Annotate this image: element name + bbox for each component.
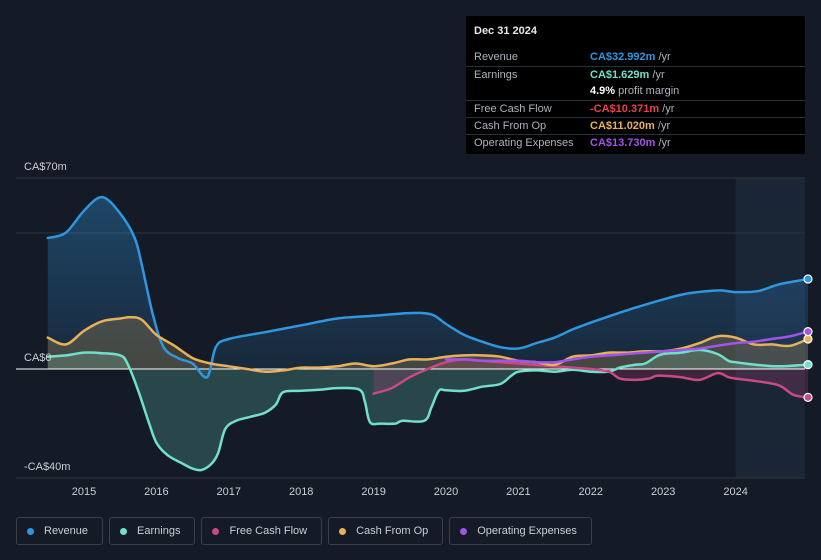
legend-dot-icon (339, 527, 347, 535)
y-axis-bottom-label: -CA$40m (24, 461, 70, 473)
series-lines (46, 195, 810, 472)
line-earnings (46, 348, 810, 472)
y-axis-top-label: CA$70m (24, 161, 67, 173)
y-axis-zero-label: CA$0 (24, 352, 52, 364)
legend-label: Cash From Op (356, 525, 429, 537)
tooltip-row-revenue: Revenue CA$32.992m /yr (466, 49, 805, 66)
x-tick-label: 2017 (217, 486, 241, 498)
legend: Revenue Earnings Free Cash Flow Cash Fro… (16, 517, 592, 545)
tooltip-label: Cash From Op (474, 120, 547, 132)
tooltip-value: CA$11.020m /yr (590, 120, 671, 132)
tooltip-row-free-cash-flow: Free Cash Flow -CA$10.371m /yr (466, 100, 805, 118)
tooltip-row-cash-from-op: Cash From Op CA$11.020m /yr (466, 117, 805, 135)
end-marker-earnings (803, 360, 813, 370)
line-revenue (46, 195, 810, 379)
tooltip: Dec 31 2024 Revenue CA$32.992m /yr Earni… (466, 16, 805, 154)
tooltip-label: Free Cash Flow (474, 103, 552, 115)
tooltip-row-operating-expenses: Operating Expenses CA$13.730m /yr (466, 134, 805, 152)
x-tick-label: 2023 (651, 486, 675, 498)
legend-dot-icon (460, 527, 468, 535)
tooltip-value: CA$13.730m /yr (590, 137, 671, 149)
tooltip-label: Operating Expenses (474, 137, 574, 149)
tooltip-value: -CA$10.371m /yr (590, 103, 675, 115)
tooltip-value: 4.9% profit margin (590, 85, 680, 97)
area-cash-from-op (47, 317, 809, 372)
legend-item-cash-from-op[interactable]: Cash From Op (328, 517, 444, 545)
legend-label: Free Cash Flow (229, 525, 308, 537)
line-operating-expenses (444, 330, 810, 364)
x-axis-ticks: 2015 2016 2017 2018 2019 2020 2021 2022 2023 2024 (72, 486, 748, 498)
legend-label: Earnings (137, 525, 181, 537)
legend-label: Operating Expenses (477, 525, 577, 537)
x-tick-label: 2024 (723, 486, 747, 498)
tooltip-row-earnings: Earnings CA$1.629m /yr (466, 66, 805, 84)
legend-item-free-cash-flow[interactable]: Free Cash Flow (201, 517, 323, 545)
legend-item-earnings[interactable]: Earnings (109, 517, 196, 545)
tooltip-label: Revenue (474, 51, 519, 63)
series-end-markers (803, 274, 813, 402)
x-tick-label: 2020 (434, 486, 458, 498)
tooltip-row-profit-margin: 4.9% profit margin (466, 83, 805, 100)
legend-item-revenue[interactable]: Revenue (16, 517, 104, 545)
end-marker-operating-expenses (803, 327, 813, 337)
x-tick-label: 2021 (506, 486, 530, 498)
legend-dot-icon (27, 527, 34, 535)
legend-dot-icon (120, 527, 128, 535)
series-areas (47, 197, 809, 471)
area-revenue (47, 197, 809, 378)
legend-item-operating-expenses[interactable]: Operating Expenses (449, 517, 592, 545)
end-marker-free-cash-flow (803, 392, 813, 402)
end-marker-revenue (803, 274, 813, 284)
x-tick-label: 2022 (579, 486, 603, 498)
tooltip-date: Dec 31 2024 (474, 25, 537, 37)
x-tick-label: 2015 (72, 486, 96, 498)
x-tick-label: 2016 (144, 486, 168, 498)
x-tick-label: 2019 (361, 486, 385, 498)
tooltip-value: CA$32.992m /yr (590, 51, 671, 63)
legend-label: Revenue (44, 525, 89, 537)
tooltip-value: CA$1.629m /yr (590, 69, 665, 81)
tooltip-label: Earnings (474, 69, 518, 81)
area-earnings (47, 349, 809, 471)
legend-dot-icon (212, 527, 220, 535)
x-tick-label: 2018 (289, 486, 313, 498)
